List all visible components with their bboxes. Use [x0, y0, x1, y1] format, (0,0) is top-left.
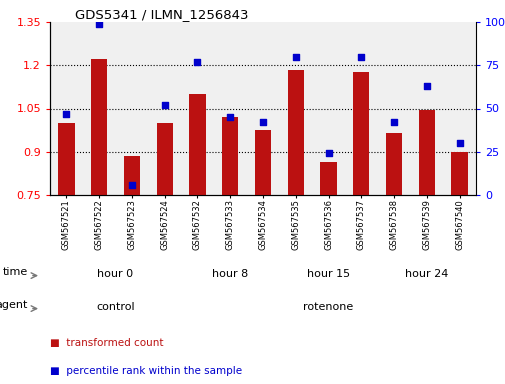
Text: hour 24: hour 24	[405, 269, 447, 279]
Bar	[352, 73, 369, 195]
Bar	[91, 60, 107, 195]
Bar	[222, 117, 238, 195]
Bar	[450, 152, 467, 195]
Text: GDS5341 / ILMN_1256843: GDS5341 / ILMN_1256843	[75, 8, 248, 21]
Point	[422, 83, 430, 89]
Point	[95, 21, 103, 27]
Text: hour 0: hour 0	[97, 269, 133, 279]
Point	[357, 53, 365, 60]
Point	[226, 114, 234, 120]
Text: ■  transformed count: ■ transformed count	[50, 338, 163, 348]
Text: agent: agent	[0, 300, 27, 310]
Point	[128, 182, 136, 188]
Text: control: control	[96, 302, 135, 312]
Bar	[287, 70, 304, 195]
Bar	[255, 130, 271, 195]
Bar	[124, 156, 140, 195]
Bar	[385, 133, 401, 195]
Bar	[156, 123, 173, 195]
Point	[62, 111, 70, 117]
Point	[291, 53, 299, 60]
Bar	[58, 123, 74, 195]
Text: rotenone: rotenone	[303, 302, 353, 312]
Text: hour 15: hour 15	[307, 269, 349, 279]
Point	[324, 151, 332, 157]
Point	[454, 140, 463, 146]
Text: hour 8: hour 8	[212, 269, 248, 279]
Point	[389, 119, 397, 126]
Point	[193, 59, 201, 65]
Bar	[189, 94, 205, 195]
Text: time: time	[2, 267, 27, 277]
Bar	[320, 162, 336, 195]
Text: ■  percentile rank within the sample: ■ percentile rank within the sample	[50, 366, 242, 376]
Bar	[418, 110, 434, 195]
Point	[259, 119, 267, 126]
Point	[160, 102, 168, 108]
